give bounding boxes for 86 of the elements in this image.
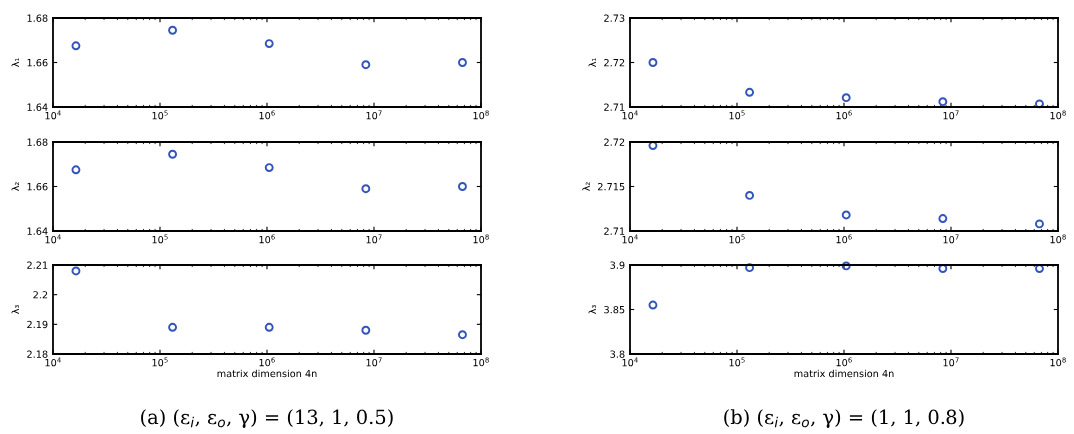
point [458, 330, 467, 340]
point [458, 58, 467, 67]
x-tick-label: 10$^{7}$ [366, 234, 382, 244]
x-tick-label: 10$^{8}$ [1050, 234, 1066, 244]
y-tick-label: 1.66 [27, 182, 48, 191]
point [745, 263, 755, 273]
x-tick-label: 10$^{6}$ [259, 357, 275, 367]
x-tick-label: 10$^{7}$ [943, 110, 959, 120]
point [745, 190, 755, 200]
x-tick-label: 10$^{5}$ [152, 110, 168, 120]
x-tick-label: 10$^{6}$ [836, 234, 852, 244]
y-tick-label: 2.73 [604, 14, 625, 22]
x-axis-title: matrix dimension 4n [794, 369, 894, 378]
point [264, 163, 274, 173]
y-tick-label: 2.21 [27, 261, 48, 269]
point [361, 60, 371, 70]
text: (b) (ε$_{i}$, ε$_{o}$, γ) = (1, 1, 0.8) [724, 409, 964, 429]
y-tick-label: 1.66 [27, 58, 48, 67]
x-tick-label: 10$^{7}$ [943, 234, 959, 244]
text: (a) (ε$_{i}$, ε$_{o}$, γ) = (13, 1, 0.5) [141, 409, 393, 429]
y-tick-label: 2.71 [604, 103, 625, 111]
y-axis-title: λ₂ [582, 182, 590, 192]
x-tick-label: 10$^{4}$ [622, 357, 638, 367]
y-tick-label: 3.8 [610, 350, 625, 358]
y-tick-label: 2.715 [598, 182, 625, 191]
point [71, 266, 81, 276]
y-tick-label: 1.68 [27, 14, 48, 22]
x-tick-label: 10$^{4}$ [622, 110, 638, 120]
x-tick-label: 10$^{8}$ [473, 357, 489, 367]
x-tick-label: 10$^{7}$ [366, 357, 382, 367]
x-tick-label: 10$^{8}$ [1050, 357, 1066, 367]
x-tick-label: 10$^{6}$ [836, 357, 852, 367]
point [168, 25, 178, 35]
point [841, 261, 851, 271]
y-tick-label: 1.64 [27, 103, 48, 111]
x-tick-label: 10$^{4}$ [622, 234, 638, 244]
point [361, 325, 371, 335]
y-axis-title: λ₂ [11, 182, 19, 192]
point [841, 210, 851, 220]
point [1035, 99, 1044, 109]
x-tick-label: 10$^{7}$ [366, 110, 382, 120]
x-tick-label: 10$^{4}$ [45, 110, 61, 120]
y-tick-label: 3.85 [604, 305, 625, 314]
y-axis-title: λ₃ [588, 305, 597, 315]
y-tick-label: 2.72 [604, 58, 625, 67]
point [168, 322, 178, 332]
y-tick-label: 2.19 [27, 320, 48, 329]
x-tick-label: 10$^{4}$ [45, 234, 61, 244]
x-tick-label: 10$^{8}$ [473, 110, 489, 120]
x-tick-label: 10$^{5}$ [152, 234, 168, 244]
y-axis-title: λ₁ [588, 58, 596, 68]
x-tick-label: 10$^{8}$ [473, 234, 489, 244]
x-tick-label: 10$^{5}$ [729, 357, 745, 367]
point [745, 87, 755, 97]
y-tick-label: 3.9 [610, 261, 625, 269]
y-tick-label: 2.72 [604, 138, 625, 146]
x-tick-label: 10$^{5}$ [729, 234, 745, 244]
point [71, 165, 81, 175]
y-tick-label: 2.18 [27, 350, 48, 358]
point [264, 39, 274, 49]
x-axis-title: matrix dimension 4n [217, 369, 317, 378]
x-tick-label: 10$^{4}$ [45, 357, 61, 367]
y-tick-label: 2.2 [33, 291, 48, 299]
x-tick-label: 10$^{6}$ [259, 110, 275, 120]
point [168, 149, 178, 159]
y-tick-label: 2.71 [604, 227, 625, 235]
x-tick-label: 10$^{5}$ [729, 110, 745, 120]
x-tick-label: 10$^{6}$ [836, 110, 852, 120]
point [938, 97, 948, 107]
point [71, 41, 81, 51]
point [938, 214, 948, 223]
point [264, 322, 274, 332]
x-tick-label: 10$^{8}$ [1050, 110, 1066, 120]
x-tick-label: 10$^{6}$ [259, 234, 275, 244]
y-axis-title: λ₁ [11, 58, 19, 68]
point [1035, 219, 1044, 229]
x-tick-label: 10$^{5}$ [152, 357, 168, 367]
y-axis-title: λ₃ [11, 305, 20, 315]
point [648, 58, 658, 67]
point [361, 184, 371, 194]
point [841, 93, 851, 103]
x-tick-label: 10$^{7}$ [943, 357, 959, 367]
point [458, 182, 467, 191]
point [648, 300, 658, 310]
y-tick-label: 1.68 [27, 138, 48, 146]
y-tick-label: 1.64 [27, 227, 48, 235]
